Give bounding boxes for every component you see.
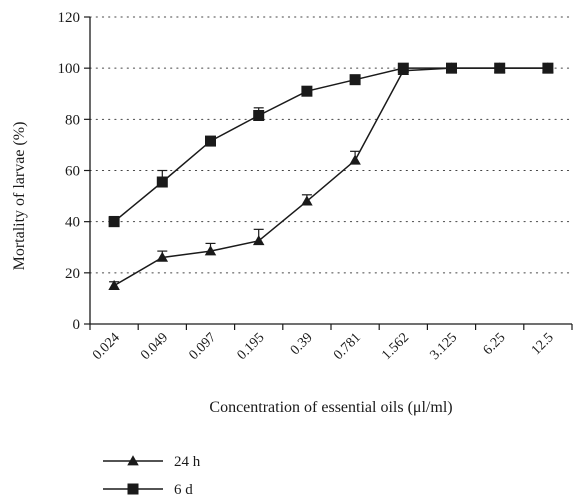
x-tick-label: 0.39: [288, 330, 316, 358]
data-point: [494, 62, 506, 74]
x-tick-label: 0.024: [90, 330, 123, 363]
axes: [84, 16, 573, 330]
tick-labels: 0 20 40 60 80 100 120 0.024 0.049 0.097 0.195 0.39 0…: [58, 10, 557, 363]
legend-label: 6 d: [174, 482, 193, 498]
series-line: [113, 67, 548, 223]
series-layer: [108, 62, 554, 290]
legend-item: 24 h: [103, 454, 201, 470]
y-tick-label: 40: [65, 215, 80, 231]
data-point: [301, 85, 313, 97]
data-point: [349, 154, 361, 165]
data-point: [253, 109, 265, 121]
legend-marker: [127, 455, 139, 466]
data-point: [301, 195, 313, 206]
x-axis-title: Concentration of essential oils (μl/ml): [209, 399, 452, 416]
series-6-d: [108, 62, 554, 228]
data-point: [252, 235, 265, 246]
x-tick-label: 0.097: [186, 330, 219, 363]
x-tick-label: 0.195: [235, 330, 268, 363]
data-point: [542, 62, 554, 74]
x-tick-label: 6.25: [481, 330, 509, 358]
legend-marker: [127, 483, 139, 495]
x-tick-label: 1.562: [379, 330, 412, 363]
legend-item: 6 d: [103, 482, 193, 498]
y-tick-label: 80: [65, 112, 80, 128]
series-24-h: [108, 62, 554, 290]
data-point: [108, 279, 120, 290]
grid-lines: [89, 16, 573, 274]
data-point: [446, 62, 457, 74]
legend: 24 h 6 d: [103, 454, 201, 498]
data-point: [156, 251, 169, 262]
y-tick-label: 20: [65, 266, 80, 282]
y-tick-label: 0: [73, 317, 81, 333]
data-point: [156, 176, 168, 188]
data-point: [204, 245, 217, 256]
legend-label: 24 h: [174, 454, 201, 470]
x-tick-label: 0.049: [138, 330, 171, 363]
y-tick-label: 60: [65, 164, 80, 180]
x-tick-label: 3.125: [427, 330, 460, 363]
y-tick-label: 100: [58, 61, 81, 77]
data-point: [349, 74, 361, 86]
data-point: [108, 216, 120, 228]
x-tick-label: 12.5: [529, 330, 557, 358]
data-point: [397, 62, 409, 74]
series-line: [113, 67, 548, 287]
y-axis-title: Mortality of larvae (%): [11, 122, 28, 271]
x-tick-label: 0.781: [331, 330, 364, 363]
data-point: [205, 135, 216, 147]
y-tick-label: 120: [58, 10, 81, 26]
